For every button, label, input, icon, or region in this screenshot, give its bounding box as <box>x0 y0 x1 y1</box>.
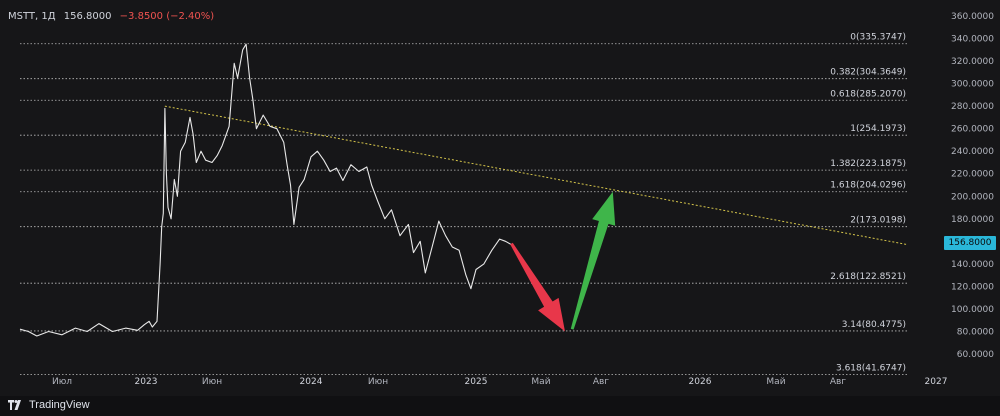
price-axis-tick: 360.0000 <box>951 12 994 22</box>
fib-level-label: 0.618(285.2070) <box>830 89 906 99</box>
price-axis-tick: 300.0000 <box>951 80 994 90</box>
price-axis-tick: 180.0000 <box>951 215 994 225</box>
tradingview-logo[interactable]: TradingView <box>8 399 90 411</box>
fib-level-label: 2.618(122.8521) <box>830 272 906 282</box>
tradingview-icon <box>8 400 21 410</box>
fib-level-label: 1.382(223.1875) <box>830 159 906 169</box>
price-axis-tick: 260.0000 <box>951 125 994 135</box>
symbol-legend: MSTT, 1Д 156.8000 −3.8500 (−2.40%) <box>8 11 219 22</box>
time-axis-tick: 2023 <box>135 377 158 387</box>
time-axis-tick: Авг <box>593 377 609 387</box>
time-axis-tick: 2026 <box>689 377 712 387</box>
time-axis-tick: 2024 <box>300 377 323 387</box>
time-axis-tick: Авг <box>830 377 846 387</box>
time-axis[interactable]: Июл 2023 Июн 2024 Июн 2025 Май Авг 2026 Май Авг 202… <box>52 377 947 387</box>
price-axis-tick: 80.0000 <box>957 327 994 337</box>
time-axis-tick: Июл <box>52 377 72 387</box>
price-chart[interactable]: 0(335.3747) 0.382(304.3649) 0.618(285.2070… <box>0 0 1000 396</box>
fib-level-label: 3.618(41.6747) <box>836 364 906 374</box>
price-axis-tick: 140.0000 <box>951 260 994 270</box>
last-price: 156.8000 <box>63 11 112 22</box>
price-axis-tick: 200.0000 <box>951 192 994 202</box>
time-axis-tick: Июн <box>202 377 222 387</box>
trend-line-segment[interactable] <box>164 105 909 246</box>
brand-name: TradingView <box>29 399 90 411</box>
fib-level-label: 2(173.0198) <box>850 216 906 226</box>
time-axis-tick: Май <box>531 377 550 387</box>
footer-bar: TradingView <box>0 396 1000 416</box>
price-axis-tick: 340.0000 <box>951 35 994 45</box>
fib-level-label: 1(254.1973) <box>850 124 906 134</box>
price-axis-tick: 220.0000 <box>951 170 994 180</box>
price-line <box>19 43 512 337</box>
price-change: −3.8500 (−2.40%) <box>119 11 215 22</box>
fib-level-label: 0.382(304.3649) <box>830 68 906 78</box>
up-forecast-arrow[interactable] <box>570 191 616 330</box>
trend-line[interactable] <box>164 105 909 246</box>
price-axis[interactable]: 360.0000 340.0000 320.0000 300.0000 280.0000… <box>951 12 994 360</box>
time-axis-tick: Июн <box>368 377 388 387</box>
fib-level-label: 3.14(80.4775) <box>842 320 906 330</box>
fib-level-label: 0(335.3747) <box>850 33 906 43</box>
time-axis-tick: Май <box>766 377 785 387</box>
price-axis-tick: 120.0000 <box>951 282 994 292</box>
forecast-arrows[interactable] <box>510 191 616 332</box>
symbol-label[interactable]: MSTT, 1Д <box>8 11 56 22</box>
last-price-badge: 156.8000 <box>944 236 996 250</box>
price-axis-tick: 60.0000 <box>957 350 994 360</box>
price-axis-tick: 320.0000 <box>951 57 994 67</box>
price-series <box>19 43 512 337</box>
price-axis-tick: 280.0000 <box>951 102 994 112</box>
price-axis-tick: 240.0000 <box>951 147 994 157</box>
down-forecast-arrow[interactable] <box>510 242 565 332</box>
time-axis-tick: 2027 <box>925 377 948 387</box>
fibonacci-extension-levels[interactable]: 0(335.3747) 0.382(304.3649) 0.618(285.2070… <box>20 33 908 376</box>
price-axis-tick: 100.0000 <box>951 305 994 315</box>
time-axis-tick: 2025 <box>465 377 488 387</box>
fib-level-label: 1.618(204.0296) <box>830 181 906 191</box>
